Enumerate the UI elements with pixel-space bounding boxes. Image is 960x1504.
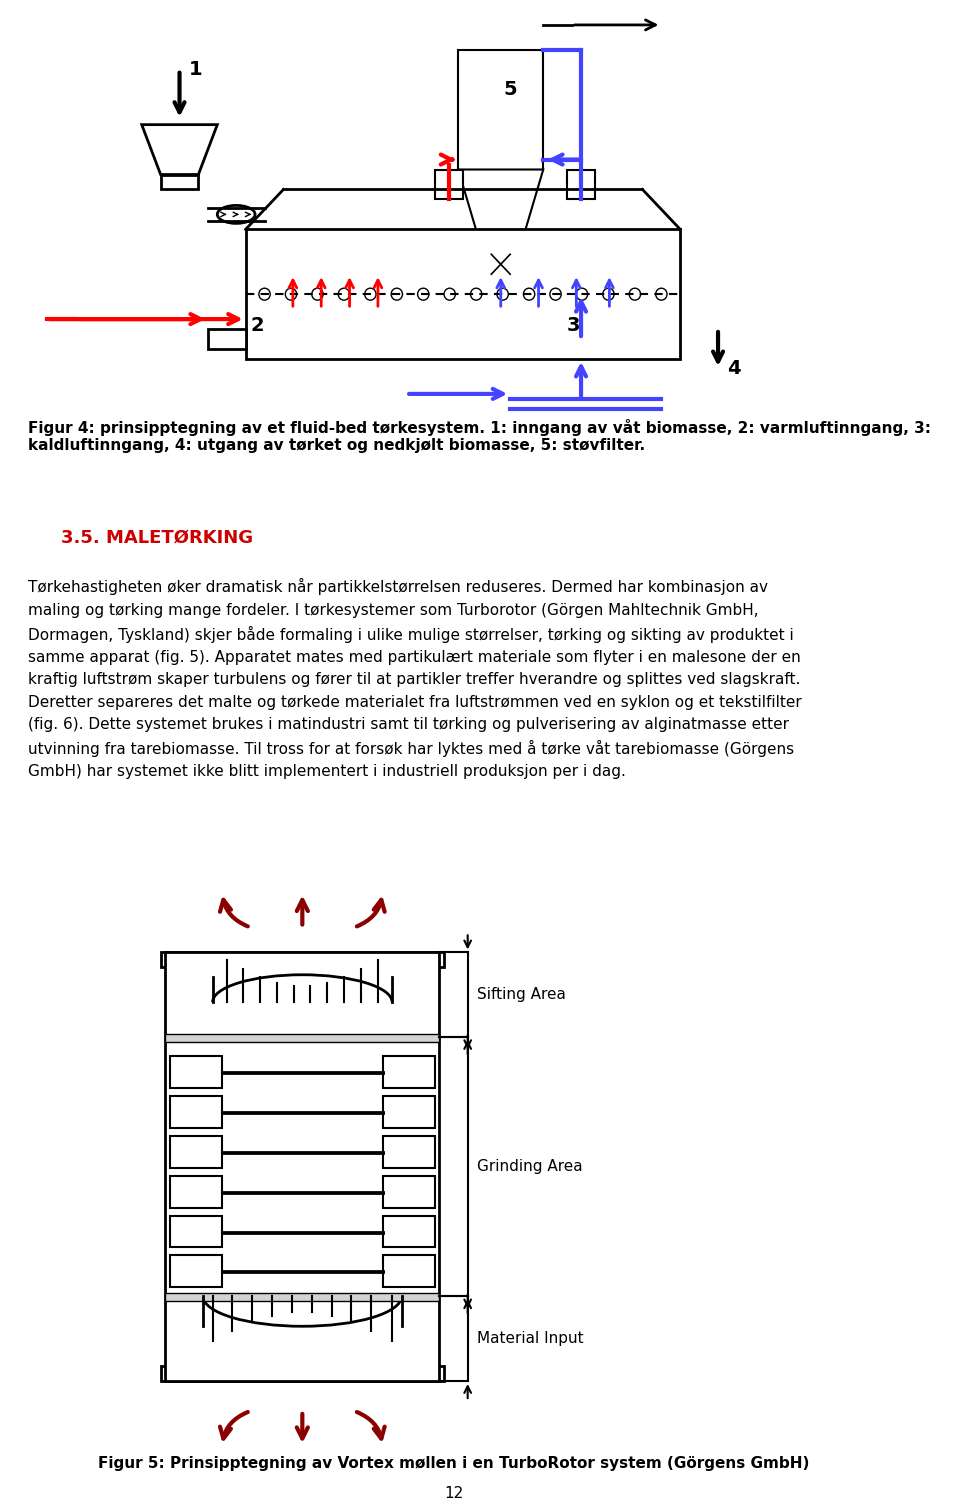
Circle shape	[656, 289, 667, 301]
FancyBboxPatch shape	[383, 1215, 435, 1247]
FancyBboxPatch shape	[160, 952, 444, 967]
FancyBboxPatch shape	[170, 1256, 222, 1287]
FancyBboxPatch shape	[160, 1366, 444, 1381]
Circle shape	[523, 289, 535, 301]
Text: 5: 5	[503, 80, 517, 99]
FancyBboxPatch shape	[170, 1096, 222, 1128]
FancyBboxPatch shape	[165, 1293, 440, 1301]
FancyBboxPatch shape	[165, 1035, 440, 1042]
Polygon shape	[458, 170, 543, 250]
FancyBboxPatch shape	[383, 1096, 435, 1128]
FancyBboxPatch shape	[170, 1215, 222, 1247]
Text: 12: 12	[444, 1486, 463, 1501]
FancyBboxPatch shape	[160, 174, 199, 190]
Ellipse shape	[217, 206, 255, 224]
Circle shape	[365, 289, 376, 301]
FancyBboxPatch shape	[170, 1136, 222, 1167]
Text: 4: 4	[728, 359, 741, 378]
FancyBboxPatch shape	[170, 1176, 222, 1208]
Circle shape	[285, 289, 297, 301]
Text: Figur 5: Prinsipptegning av Vortex møllen i en TurboRotor system (Görgens GmbH): Figur 5: Prinsipptegning av Vortex mølle…	[98, 1456, 809, 1471]
Circle shape	[487, 250, 515, 280]
Circle shape	[576, 289, 588, 301]
Circle shape	[470, 289, 482, 301]
Circle shape	[312, 289, 324, 301]
Circle shape	[603, 289, 614, 301]
Text: 1: 1	[189, 60, 203, 78]
FancyBboxPatch shape	[383, 1136, 435, 1167]
Circle shape	[418, 289, 429, 301]
Text: Material Input: Material Input	[477, 1331, 584, 1346]
FancyBboxPatch shape	[383, 1056, 435, 1087]
Text: Tørkehastigheten øker dramatisk når partikkelstørrelsen reduseres. Dermed har ko: Tørkehastigheten øker dramatisk når part…	[29, 579, 803, 779]
Polygon shape	[142, 125, 217, 174]
FancyBboxPatch shape	[566, 170, 595, 200]
FancyBboxPatch shape	[170, 1056, 222, 1087]
Text: 2: 2	[251, 316, 264, 335]
Circle shape	[259, 289, 270, 301]
Text: 3: 3	[566, 316, 581, 335]
FancyBboxPatch shape	[458, 50, 543, 170]
FancyBboxPatch shape	[208, 329, 246, 349]
FancyBboxPatch shape	[165, 952, 440, 1381]
Circle shape	[444, 289, 455, 301]
FancyBboxPatch shape	[246, 229, 681, 359]
Text: Figur 4: prinsipptegning av et fluid-bed tørkesystem. 1: inngang av våt biomasse: Figur 4: prinsipptegning av et fluid-bed…	[29, 418, 931, 453]
Text: Sifting Area: Sifting Area	[477, 987, 566, 1002]
Circle shape	[629, 289, 640, 301]
FancyBboxPatch shape	[383, 1256, 435, 1287]
FancyBboxPatch shape	[383, 1176, 435, 1208]
Circle shape	[391, 289, 402, 301]
Circle shape	[497, 289, 508, 301]
Text: Grinding Area: Grinding Area	[477, 1160, 583, 1175]
Circle shape	[338, 289, 349, 301]
Text: 3.5. MALETØRKING: 3.5. MALETØRKING	[61, 528, 253, 546]
FancyBboxPatch shape	[435, 170, 463, 200]
Circle shape	[550, 289, 562, 301]
